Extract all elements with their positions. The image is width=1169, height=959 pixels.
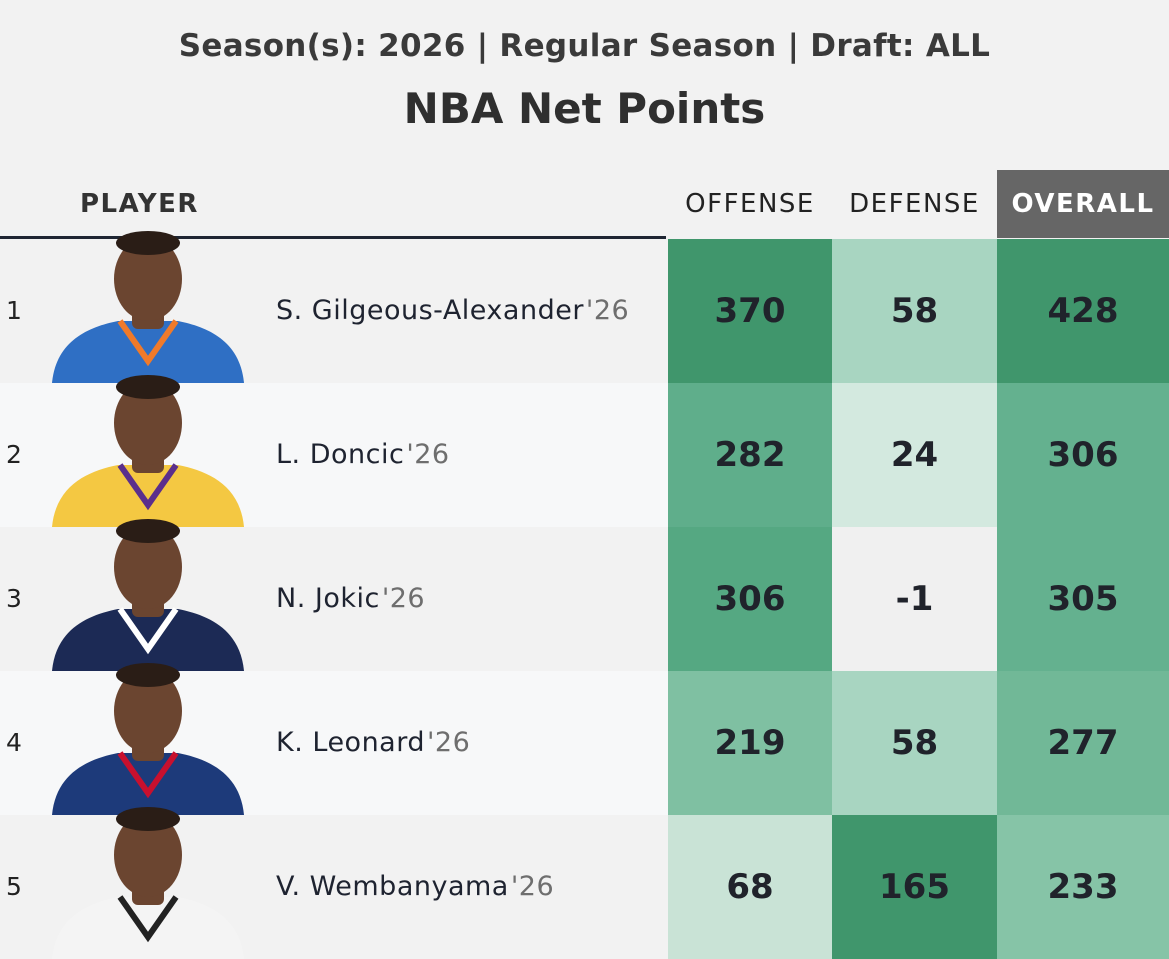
- column-header-player[interactable]: PLAYER: [80, 189, 199, 219]
- jersey-collar: [117, 319, 179, 367]
- overall-value: 305: [997, 527, 1169, 671]
- defense-value: 24: [832, 383, 997, 527]
- rank-number: 5: [6, 872, 22, 901]
- player-name-cell[interactable]: N. Jokic'26: [276, 527, 425, 671]
- jersey-collar: [117, 895, 179, 943]
- jersey-shape: [52, 321, 244, 383]
- column-header-defense[interactable]: DEFENSE: [849, 189, 980, 219]
- player-headshot: [52, 375, 244, 527]
- player-name-cell[interactable]: V. Wembanyama'26: [276, 815, 554, 959]
- player-headshot: [52, 663, 244, 815]
- player-season: '26: [585, 295, 630, 326]
- player-name[interactable]: K. Leonard: [276, 727, 425, 758]
- table-header: PLAYER OFFENSE DEFENSE OVERALL: [0, 170, 1169, 238]
- player-name[interactable]: N. Jokic: [276, 583, 380, 614]
- column-header-overall[interactable]: OVERALL: [997, 170, 1169, 238]
- overall-value: 277: [997, 671, 1169, 815]
- jersey-shape: [52, 753, 244, 815]
- jersey-shape: [52, 609, 244, 671]
- rank-number: 1: [6, 296, 22, 325]
- offense-value: 282: [668, 383, 832, 527]
- defense-value: -1: [832, 527, 997, 671]
- player-hair: [116, 231, 180, 255]
- player-face: [114, 237, 182, 321]
- player-hair: [116, 663, 180, 687]
- page-title: NBA Net Points: [403, 84, 766, 133]
- player-headshot: [52, 807, 244, 959]
- player-hair: [116, 519, 180, 543]
- offense-value: 68: [668, 815, 832, 959]
- jersey-collar: [117, 463, 179, 511]
- column-header-offense[interactable]: OFFENSE: [685, 189, 815, 219]
- overall-value: 306: [997, 383, 1169, 527]
- player-name[interactable]: L. Doncic: [276, 439, 405, 470]
- player-face: [114, 669, 182, 753]
- table-row[interactable]: 2 L. Doncic'26 282 24 306: [0, 375, 1169, 527]
- defense-value: 165: [832, 815, 997, 959]
- header-divider: [0, 236, 666, 239]
- player-face: [114, 525, 182, 609]
- rank-number: 2: [6, 440, 22, 469]
- player-headshot: [52, 231, 244, 383]
- player-face: [114, 813, 182, 897]
- player-name-cell[interactable]: K. Leonard'26: [276, 671, 470, 815]
- offense-value: 306: [668, 527, 832, 671]
- defense-value: 58: [832, 239, 997, 383]
- player-hair: [116, 807, 180, 831]
- player-season: '26: [510, 871, 555, 902]
- player-season: '26: [381, 583, 426, 614]
- filter-subtitle: Season(s): 2026 | Regular Season | Draft…: [178, 28, 991, 64]
- overall-value: 428: [997, 239, 1169, 383]
- player-name[interactable]: V. Wembanyama: [276, 871, 509, 902]
- player-hair: [116, 375, 180, 399]
- jersey-shape: [52, 897, 244, 959]
- rank-number: 3: [6, 584, 22, 613]
- table-row[interactable]: 3 N. Jokic'26 306 -1 305: [0, 519, 1169, 671]
- overall-value: 233: [997, 815, 1169, 959]
- player-season: '26: [406, 439, 450, 470]
- player-table: 1 S. Gilgeous-Alexander'26 370 58 428 2 …: [0, 231, 1169, 959]
- player-headshot: [52, 519, 244, 671]
- player-face: [114, 381, 182, 465]
- player-name-cell[interactable]: S. Gilgeous-Alexander'26: [276, 239, 629, 383]
- offense-value: 370: [668, 239, 832, 383]
- player-name[interactable]: S. Gilgeous-Alexander: [276, 295, 584, 326]
- jersey-shape: [52, 465, 244, 527]
- player-name-cell[interactable]: L. Doncic'26: [276, 383, 450, 527]
- jersey-collar: [117, 751, 179, 799]
- table-row[interactable]: 1 S. Gilgeous-Alexander'26 370 58 428: [0, 231, 1169, 383]
- jersey-collar: [117, 607, 179, 655]
- table-row[interactable]: 5 V. Wembanyama'26 68 165 233: [0, 807, 1169, 959]
- player-season: '26: [427, 727, 471, 758]
- defense-value: 58: [832, 671, 997, 815]
- offense-value: 219: [668, 671, 832, 815]
- table-row[interactable]: 4 K. Leonard'26 219 58 277: [0, 663, 1169, 815]
- rank-number: 4: [6, 728, 22, 757]
